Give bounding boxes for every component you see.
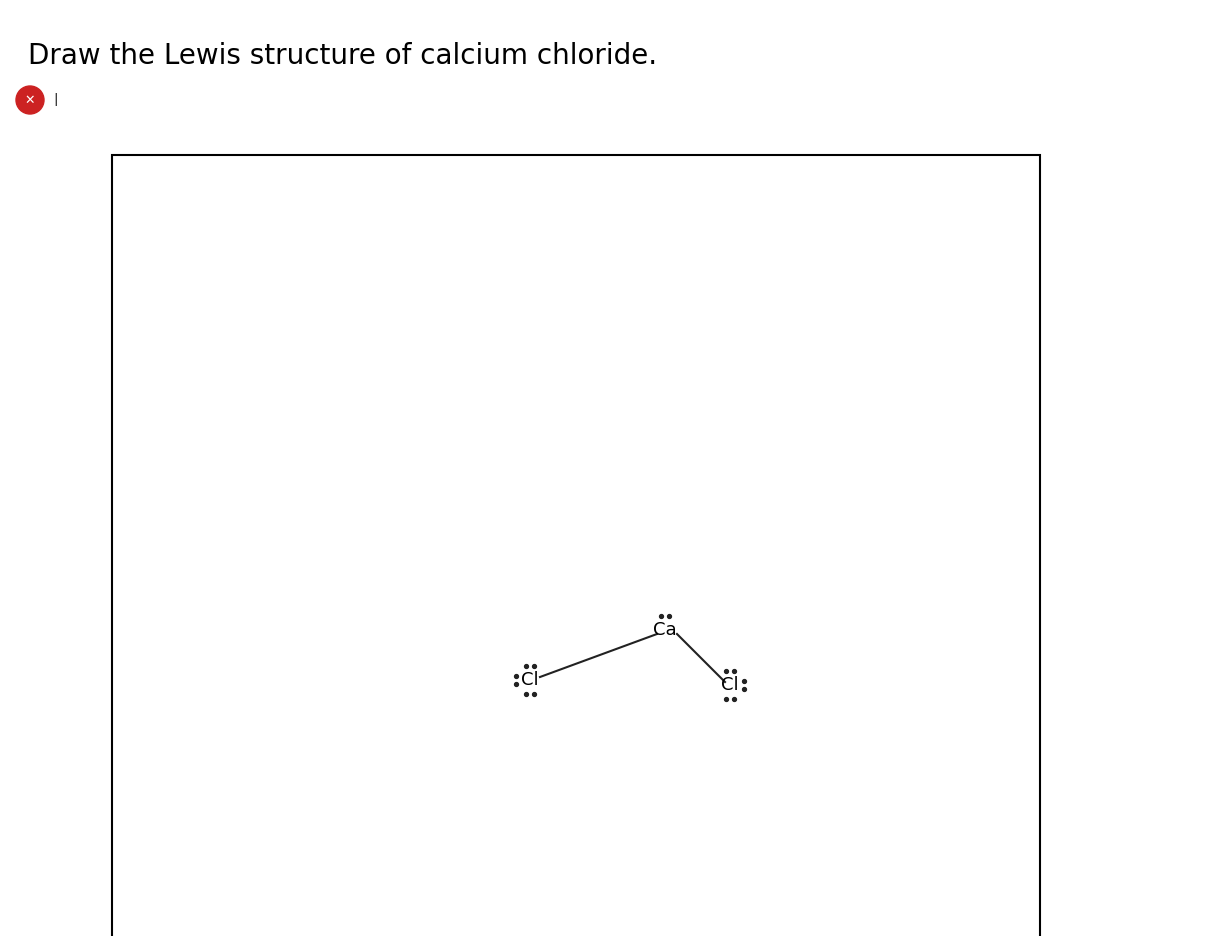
Text: ✕: ✕ (25, 94, 36, 107)
Text: Cl: Cl (721, 676, 739, 694)
Text: Draw the Lewis structure of calcium chloride.: Draw the Lewis structure of calcium chlo… (28, 42, 657, 70)
Bar (112, 155, 1040, 936)
Text: Cl: Cl (521, 671, 538, 689)
Text: ❘: ❘ (50, 94, 60, 107)
Text: Ca: Ca (653, 621, 677, 639)
Circle shape (16, 86, 44, 114)
